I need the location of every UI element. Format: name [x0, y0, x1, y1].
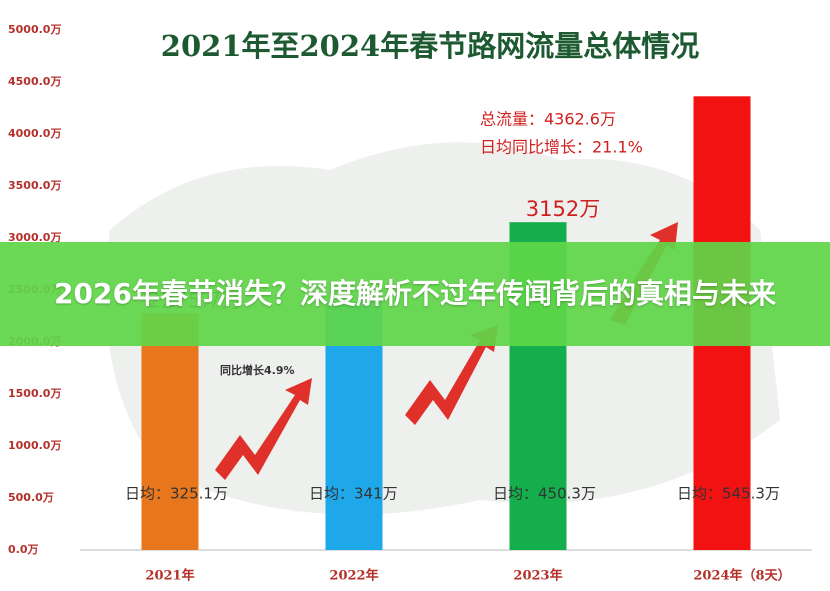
y-tick-label: 4500.0万 [8, 75, 61, 88]
x-tick-label: 2023年 [513, 568, 562, 584]
value-label: 3152万 [526, 197, 600, 221]
annotation: 同比增长4.9% [220, 363, 295, 377]
daily-label: 日均：450.3万 [493, 485, 596, 503]
y-tick-label: 4000.0万 [8, 127, 61, 140]
y-tick-label: 1000.0万 [8, 439, 61, 452]
y-tick-label: 500.0万 [8, 491, 54, 504]
banner-title: 2026年春节消失？深度解析不过年传闻背后的真相与未来 [54, 277, 776, 310]
y-tick-label: 3000.0万 [8, 231, 61, 244]
y-tick-label: 3500.0万 [8, 179, 61, 192]
y-tick-label: 1500.0万 [8, 387, 61, 400]
annotation: 日均同比增长：21.1% [480, 138, 643, 157]
daily-label: 日均：325.1万 [125, 485, 228, 503]
arrow [405, 325, 498, 425]
arrow [215, 378, 312, 480]
chart-title: 2021年至2024年春节路网流量总体情况 [161, 29, 699, 63]
x-tick-label: 2022年 [329, 568, 378, 584]
y-tick-label: 0.0万 [8, 543, 39, 556]
annotation: 总流量：4362.6万 [480, 110, 616, 129]
banner: 2026年春节消失？深度解析不过年传闻背后的真相与未来 [0, 242, 830, 346]
y-tick-label: 5000.0万 [8, 23, 61, 36]
x-tick-label: 2024年（8天） [693, 568, 790, 584]
x-tick-label: 2021年 [145, 568, 194, 584]
daily-label: 日均：341万 [309, 485, 398, 503]
daily-label: 日均：545.3万 [677, 485, 780, 503]
bar [141, 313, 199, 550]
